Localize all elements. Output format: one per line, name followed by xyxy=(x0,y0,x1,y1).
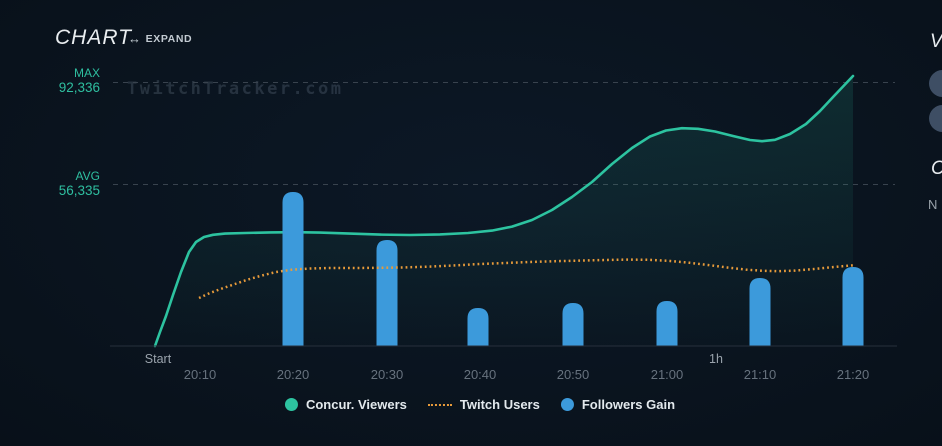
x-tick-label: 20:10 xyxy=(183,367,217,382)
videos-section-heading-clipped: V xyxy=(930,31,942,52)
dotted-line-icon xyxy=(427,403,452,406)
chart-legend: Concur. Viewers Twitch Users Followers G… xyxy=(284,397,676,412)
x-tick-label: 20:40 xyxy=(463,367,497,382)
followers-gain-bar xyxy=(562,303,584,346)
avg-value: 56,335 xyxy=(58,182,100,198)
x-tick-label: 20:20 xyxy=(276,367,310,382)
max-value: 92,336 xyxy=(58,79,100,95)
avg-tag: AVG xyxy=(75,169,100,183)
legend-item-concurrent-viewers[interactable]: Concur. Viewers xyxy=(284,397,407,412)
followers-gain-bar xyxy=(749,278,771,346)
expand-arrows-icon: ↔ xyxy=(128,31,142,46)
x-tick-label: 20:30 xyxy=(370,367,404,382)
x-tick-label: 21:00 xyxy=(650,367,684,382)
y-axis-avg-label: AVG 56,335 xyxy=(30,170,100,198)
legend-item-followers-gain[interactable]: Followers Gain xyxy=(560,397,676,412)
concurrent-viewers-line xyxy=(153,74,855,348)
legend-item-twitch-users[interactable]: Twitch Users xyxy=(427,397,540,412)
followers-dot-icon xyxy=(560,398,574,411)
legend-label: Twitch Users xyxy=(459,397,540,412)
followers-gain-bar xyxy=(376,240,398,346)
followers-gain-bar xyxy=(842,267,864,346)
clips-subtext-clipped: N xyxy=(928,197,938,212)
legend-label: Concur. Viewers xyxy=(305,397,407,412)
x-milestone-label: 1h xyxy=(709,352,723,366)
clips-section-heading-clipped: C xyxy=(931,158,942,180)
expand-button-label: EXPAND xyxy=(145,33,193,45)
watermark: TwitchTracker.com xyxy=(127,79,344,99)
x-tick-label: 21:10 xyxy=(743,367,777,382)
legend-label: Followers Gain xyxy=(581,397,676,412)
viewers-dot-icon xyxy=(284,398,298,411)
x-milestone-label: Start xyxy=(144,352,172,366)
video-thumbnail[interactable] xyxy=(929,70,942,97)
followers-gain-bar xyxy=(467,308,489,346)
viewers-area-fill xyxy=(155,76,853,346)
followers-gain-bar xyxy=(656,301,678,346)
page-title: CHART xyxy=(55,26,132,49)
max-tag: MAX xyxy=(73,66,100,80)
y-axis-max-label: MAX 92,336 xyxy=(30,67,100,95)
video-thumbnail[interactable] xyxy=(929,105,942,132)
x-tick-label: 20:50 xyxy=(556,367,590,382)
followers-gain-bar xyxy=(282,192,304,346)
expand-chart-button[interactable]: ↔ EXPAND xyxy=(128,31,193,46)
x-tick-label: 21:20 xyxy=(836,367,870,382)
